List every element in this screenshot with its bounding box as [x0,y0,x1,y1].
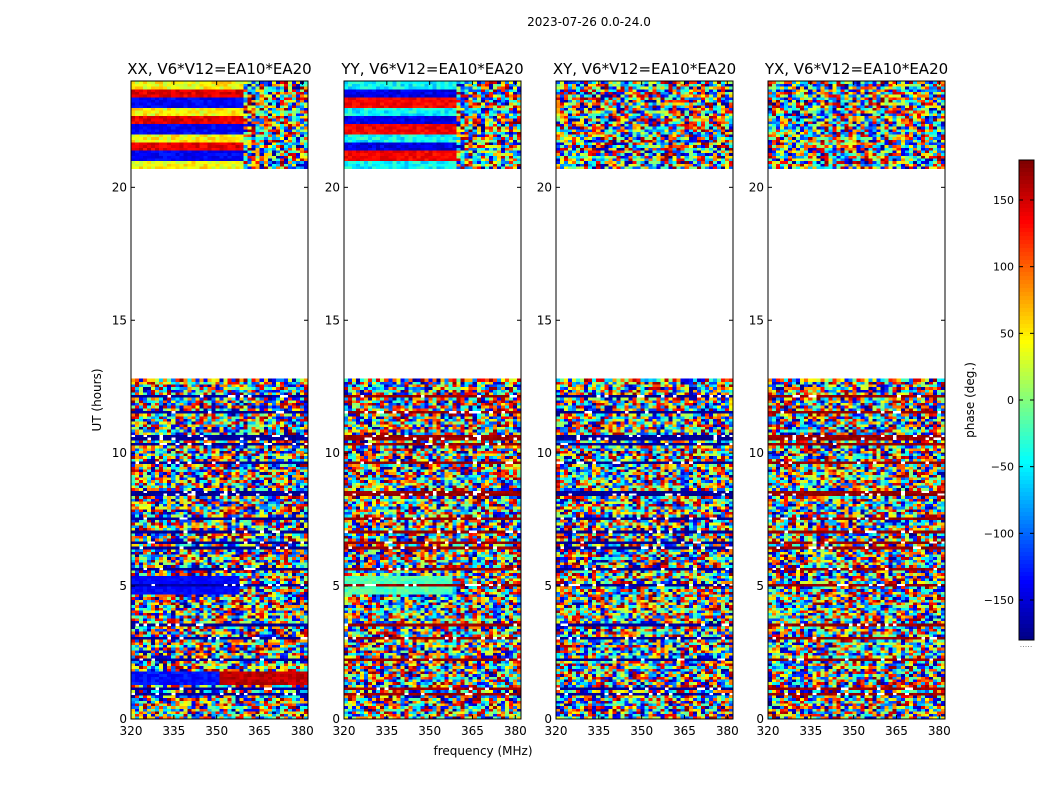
x-tick-label: 380 [716,724,739,738]
x-tick-label: 350 [842,724,865,738]
y-axis-label: UT (hours) [90,368,104,431]
subplot-grid: XX, V6*V12=EA10*EA20 320 335 350 365 380 0 5 10 1… [112,60,951,738]
x-tick-label: 320 [757,724,780,738]
colorbar-tick-label: −50 [991,461,1014,474]
colorbar-footer: ..... [1020,640,1033,649]
colorbar-label: phase (deg.) [963,362,977,438]
y-tick-label: 15 [112,313,127,327]
y-tick-label: 15 [537,313,552,327]
y-tick-label: 0 [332,712,340,726]
subplot-4: YX, V6*V12=EA10*EA20 320 335 350 365 380 0 5 10 1… [749,60,951,738]
y-tick-label: 0 [544,712,552,726]
colorbar-tick-label: 100 [993,261,1014,274]
colorbar-tick-label: 150 [993,194,1014,207]
heatmap-cells [768,81,946,720]
heatmap-cells [344,81,522,720]
x-tick-label: 380 [291,724,314,738]
y-tick-label: 5 [119,579,127,593]
x-tick-label: 350 [630,724,653,738]
y-tick-label: 15 [749,313,764,327]
x-tick-label: 335 [375,724,398,738]
colorbar: 150 100 50 0 −50 −100 −150 [984,159,1035,641]
subplot-title: YX, V6*V12=EA10*EA20 [764,60,948,78]
x-tick-label: 335 [587,724,610,738]
subplot-title: XX, V6*V12=EA10*EA20 [127,60,311,78]
y-tick-label: 10 [112,446,127,460]
x-tick-label: 335 [799,724,822,738]
y-tick-label: 10 [749,446,764,460]
x-tick-label: 335 [162,724,185,738]
subplot-3: XY, V6*V12=EA10*EA20 320 335 350 365 380 0 5 10 1… [537,60,739,738]
colorbar-tick-label: −150 [984,594,1014,607]
plot-area [343,80,522,720]
x-tick-label: 380 [504,724,527,738]
y-tick-label: 10 [325,446,340,460]
colorbar-tick-label: 0 [1007,394,1014,407]
heatmap-cells [131,81,309,720]
y-tick-label: 20 [325,180,340,194]
x-tick-label: 365 [673,724,696,738]
colorbar-gradient [1019,160,1034,641]
x-tick-label: 320 [545,724,568,738]
x-tick-label: 380 [928,724,951,738]
plot-area [555,80,734,720]
subplot-title: YY, V6*V12=EA10*EA20 [340,60,523,78]
x-tick-label: 365 [885,724,908,738]
x-axis-label: frequency (MHz) [433,744,532,758]
colorbar-tick-label: −100 [984,527,1014,540]
y-tick-label: 20 [749,180,764,194]
colorbar-tick-label: 50 [1000,327,1014,340]
x-tick-label: 320 [120,724,143,738]
y-tick-label: 5 [756,579,764,593]
x-tick-label: 350 [205,724,228,738]
x-tick-label: 320 [333,724,356,738]
subplot-title: XY, V6*V12=EA10*EA20 [553,60,736,78]
x-tick-label: 365 [248,724,271,738]
heatmap-cells [556,81,734,720]
figure-suptitle: 2023-07-26 0.0-24.0 [527,15,651,29]
plot-area [767,80,946,720]
x-tick-label: 350 [418,724,441,738]
y-tick-label: 5 [332,579,340,593]
y-tick-label: 0 [119,712,127,726]
x-tick-label: 365 [461,724,484,738]
subplot-2: YY, V6*V12=EA10*EA20 320 335 350 365 380 0 5 10 1… [325,60,527,738]
y-tick-label: 0 [756,712,764,726]
plot-area [130,80,309,720]
y-tick-label: 10 [537,446,552,460]
y-tick-label: 5 [544,579,552,593]
y-tick-label: 20 [112,180,127,194]
y-tick-label: 15 [325,313,340,327]
y-tick-label: 20 [537,180,552,194]
subplot-1: XX, V6*V12=EA10*EA20 320 335 350 365 380 0 5 10 1… [112,60,314,738]
